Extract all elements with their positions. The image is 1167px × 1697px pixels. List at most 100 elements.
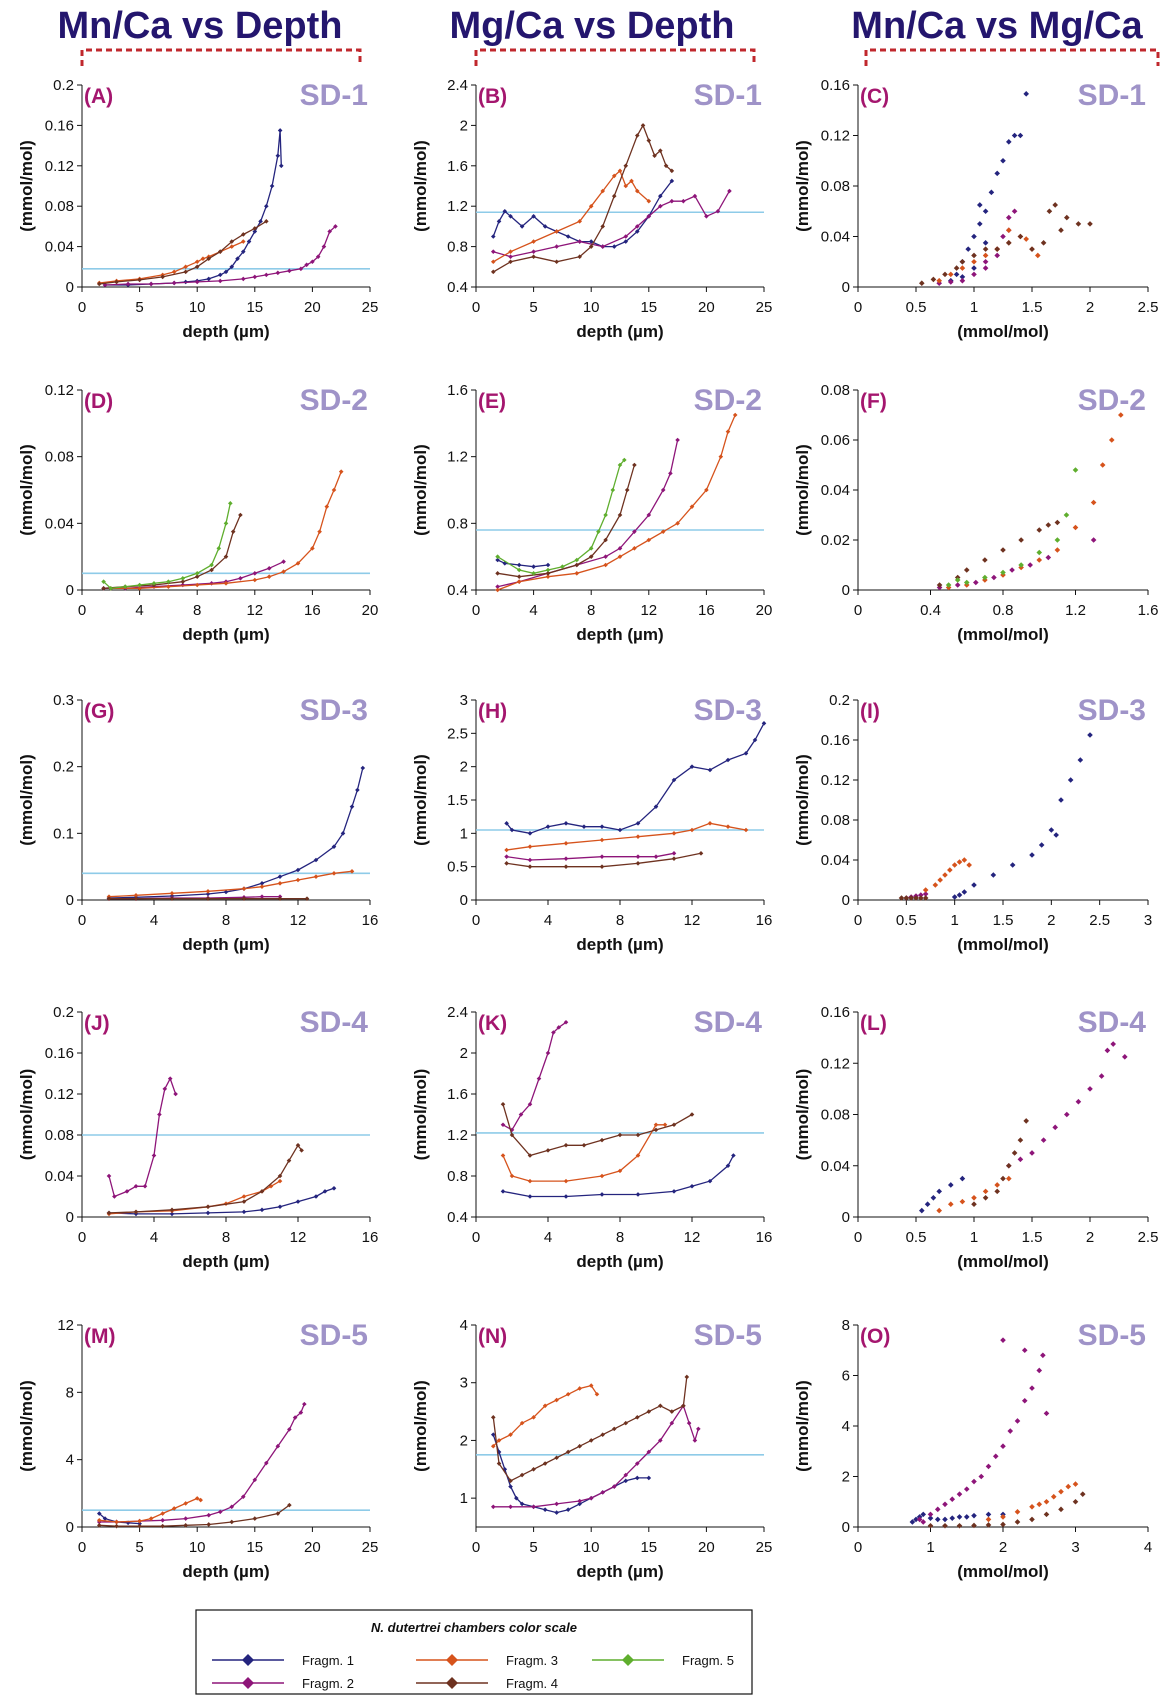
data-point bbox=[599, 854, 605, 859]
data-point bbox=[1098, 1073, 1105, 1079]
y-axis-label: (mmol/mol) bbox=[17, 140, 36, 232]
data-point bbox=[360, 765, 366, 771]
data-point bbox=[577, 1501, 582, 1507]
data-point bbox=[1009, 862, 1016, 868]
x-tick-label: 20 bbox=[362, 602, 379, 619]
y-tick-label: 0 bbox=[842, 1519, 850, 1536]
data-point bbox=[1006, 1162, 1012, 1169]
data-point bbox=[658, 148, 663, 153]
data-point bbox=[727, 188, 732, 194]
data-point bbox=[1036, 549, 1043, 556]
y-tick-label: 0.4 bbox=[447, 1209, 468, 1226]
data-point bbox=[304, 896, 310, 901]
data-point bbox=[611, 193, 617, 199]
data-point bbox=[217, 272, 223, 278]
series-fragm-2 bbox=[490, 188, 732, 259]
data-point bbox=[545, 562, 551, 568]
data-point bbox=[281, 559, 286, 564]
data-point bbox=[545, 824, 551, 829]
data-point bbox=[918, 892, 924, 898]
data-point bbox=[635, 861, 641, 866]
data-point bbox=[252, 274, 258, 280]
data-point bbox=[623, 234, 629, 239]
data-point bbox=[704, 487, 709, 493]
data-point bbox=[542, 1461, 548, 1466]
data-point bbox=[96, 1517, 102, 1523]
data-point bbox=[1087, 221, 1093, 227]
data-point bbox=[259, 1189, 265, 1194]
data-point bbox=[971, 882, 977, 888]
data-point bbox=[259, 881, 265, 886]
data-point bbox=[298, 266, 304, 272]
data-point bbox=[205, 896, 211, 901]
series-fragm-3 bbox=[504, 821, 749, 853]
data-point bbox=[588, 1495, 594, 1501]
data-point bbox=[1058, 227, 1064, 233]
data-point bbox=[948, 279, 954, 285]
data-point bbox=[183, 264, 188, 270]
data-point bbox=[148, 281, 154, 287]
data-point bbox=[277, 1204, 283, 1210]
series-line bbox=[99, 241, 244, 284]
data-point bbox=[229, 244, 235, 249]
data-point bbox=[169, 891, 175, 896]
data-point bbox=[205, 891, 211, 897]
series-line bbox=[506, 722, 765, 834]
data-point bbox=[194, 574, 200, 579]
data-point bbox=[971, 1478, 977, 1485]
data-point bbox=[1017, 1137, 1024, 1143]
x-axis-label: depth (µm) bbox=[182, 625, 269, 644]
x-tick-label: 1 bbox=[950, 912, 958, 929]
data-point bbox=[1054, 537, 1061, 543]
data-point bbox=[982, 208, 989, 215]
y-tick-label: 0.2 bbox=[53, 1004, 74, 1021]
data-point bbox=[617, 554, 623, 559]
series-fragm-4 bbox=[936, 519, 1061, 588]
data-point bbox=[298, 1410, 304, 1415]
legend-marker-icon bbox=[446, 1654, 458, 1666]
data-point bbox=[988, 189, 995, 196]
data-point bbox=[1045, 522, 1052, 528]
data-point bbox=[258, 219, 263, 224]
series-fragm-1 bbox=[504, 721, 767, 836]
data-point bbox=[1029, 1150, 1035, 1156]
data-point bbox=[490, 1504, 496, 1510]
data-point bbox=[292, 1415, 298, 1420]
data-point bbox=[504, 861, 509, 866]
data-point bbox=[1038, 842, 1045, 848]
data-point bbox=[635, 1153, 641, 1158]
data-point bbox=[588, 1438, 594, 1443]
x-tick-label: 16 bbox=[362, 912, 379, 929]
data-point bbox=[973, 579, 979, 586]
data-point bbox=[1090, 499, 1097, 506]
x-tick-label: 4 bbox=[544, 912, 552, 929]
data-point bbox=[542, 224, 548, 229]
data-point bbox=[266, 566, 272, 571]
data-point bbox=[209, 562, 214, 568]
series-line bbox=[497, 459, 625, 574]
data-point bbox=[527, 831, 533, 836]
series-fragm-4 bbox=[919, 202, 1093, 287]
data-point bbox=[228, 501, 233, 506]
panel-letter: (H) bbox=[478, 700, 507, 723]
x-tick-label: 0 bbox=[472, 602, 480, 619]
data-point bbox=[536, 1076, 542, 1081]
y-axis-label: (mmol/mol) bbox=[793, 754, 812, 846]
data-point bbox=[1054, 519, 1061, 526]
data-point bbox=[922, 891, 929, 897]
data-point bbox=[519, 1472, 525, 1478]
data-point bbox=[238, 512, 243, 518]
series-line bbox=[497, 439, 679, 588]
data-point bbox=[114, 1523, 119, 1529]
y-tick-label: 1.6 bbox=[447, 158, 468, 175]
data-point bbox=[287, 1427, 292, 1432]
series-fragm-2 bbox=[96, 1401, 307, 1525]
x-tick-label: 12 bbox=[684, 1229, 701, 1246]
data-point bbox=[490, 249, 496, 254]
data-point bbox=[137, 582, 142, 588]
data-point bbox=[240, 276, 246, 282]
series-fragm-4 bbox=[898, 895, 929, 901]
data-point bbox=[588, 554, 594, 559]
panel-letter: (A) bbox=[84, 85, 113, 108]
